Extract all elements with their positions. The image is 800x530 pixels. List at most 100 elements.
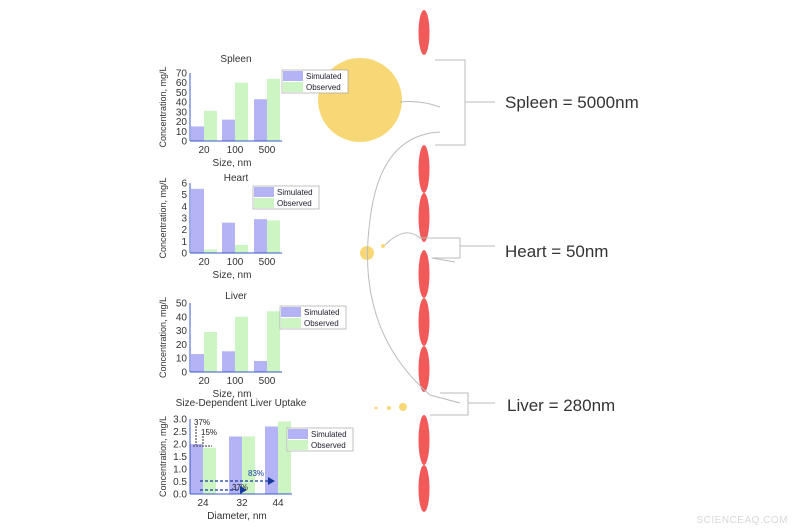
y-tick-label: 2.5 <box>173 427 187 438</box>
x-tick-label: 500 <box>259 376 276 387</box>
x-tick-label: 100 <box>227 145 244 156</box>
legend-label: Simulated <box>311 430 347 439</box>
legend-swatch <box>254 198 274 208</box>
y-tick-label: 2 <box>181 225 187 236</box>
particle-small <box>374 406 378 410</box>
annotation: 83% <box>248 469 264 478</box>
y-tick-label: 4 <box>181 202 187 213</box>
particle-small <box>399 403 407 411</box>
y-tick-label: 30 <box>176 107 188 118</box>
x-tick-label: 100 <box>227 257 244 268</box>
y-tick-label: 6 <box>181 179 187 190</box>
bar-simulated <box>191 354 204 372</box>
chart-title: Spleen <box>220 54 251 65</box>
heart-bracket <box>384 232 495 263</box>
legend-label: Observed <box>277 199 312 208</box>
bar-observed <box>267 220 280 253</box>
chart-title: Heart <box>224 173 249 184</box>
bar-simulated <box>265 426 278 494</box>
y-axis-label: Concentration, mg/L <box>158 416 168 497</box>
label-heart: Heart = 50nm <box>505 242 609 261</box>
legend-swatch <box>254 187 274 197</box>
annotation: 37% <box>194 418 210 427</box>
y-tick-label: 40 <box>176 98 188 109</box>
y-axis-label: Concentration, mg/L <box>158 66 168 147</box>
watermark: SCIENCEAQ.COM <box>696 515 788 526</box>
x-tick-label: 44 <box>272 498 284 509</box>
y-tick-label: 20 <box>176 340 188 351</box>
x-axis-label: Size, nm <box>213 270 252 281</box>
bar-observed <box>267 78 280 141</box>
y-tick-label: 20 <box>176 117 188 128</box>
legend-swatch <box>281 307 301 317</box>
legend-swatch <box>288 440 308 450</box>
bar-simulated <box>222 351 235 372</box>
bar-simulated <box>254 360 267 372</box>
y-tick-label: 60 <box>176 78 188 89</box>
chart-title: Liver <box>225 291 247 302</box>
x-tick-label: 32 <box>236 498 248 509</box>
legend-label: Observed <box>306 83 341 92</box>
y-tick-label: 50 <box>176 88 188 99</box>
bar-simulated <box>229 436 242 494</box>
x-tick-label: 500 <box>259 145 276 156</box>
bar-observed <box>203 447 216 494</box>
y-tick-label: 40 <box>176 312 188 323</box>
bar-simulated <box>191 126 204 141</box>
y-tick-label: 0 <box>181 249 187 260</box>
bar-simulated <box>190 444 203 494</box>
y-axis-label: Concentration, mg/L <box>158 297 168 378</box>
bar-simulated <box>254 219 267 253</box>
y-tick-label: 1.0 <box>173 465 187 476</box>
blood-vessel-segment <box>418 145 430 193</box>
label-liver: Liver = 280nm <box>507 396 616 415</box>
y-tick-label: 50 <box>176 299 188 310</box>
blood-vessel-segment <box>418 250 430 298</box>
annotation-arrow <box>200 480 270 491</box>
annotation: 15% <box>201 428 217 437</box>
liver-bracket <box>430 392 495 416</box>
y-tick-label: 0.5 <box>173 477 187 488</box>
y-tick-label: 0.0 <box>173 490 187 501</box>
legend-swatch <box>283 71 303 81</box>
x-tick-label: 20 <box>198 145 210 156</box>
blood-vessel-segment <box>418 193 430 242</box>
y-tick-label: 0 <box>181 368 187 379</box>
y-axis-label: Concentration, mg/L <box>158 177 168 258</box>
blood-vessel-segment <box>418 298 430 346</box>
y-tick-label: 70 <box>176 69 188 80</box>
x-axis-label: Size, nm <box>213 158 252 169</box>
x-axis-label: Size, nm <box>213 389 252 400</box>
blood-vessel-segment <box>418 10 430 55</box>
chart-title: Size-Dependent Liver Uptake <box>176 398 307 409</box>
bar-observed <box>235 316 248 372</box>
spleen-bracket <box>435 59 495 146</box>
legend-label: Observed <box>304 319 339 328</box>
x-tick-label: 20 <box>198 257 210 268</box>
bar-simulated <box>254 99 267 141</box>
annotation-arrow <box>193 426 212 447</box>
y-tick-label: 3.0 <box>173 415 187 426</box>
y-tick-label: 30 <box>176 326 188 337</box>
blood-vessel-segment <box>418 346 430 392</box>
bar-simulated <box>222 119 235 141</box>
y-tick-label: 10 <box>176 127 188 138</box>
particle-small <box>387 406 391 410</box>
bar-observed <box>235 244 248 253</box>
y-tick-label: 2.0 <box>173 440 187 451</box>
x-tick-label: 20 <box>198 376 210 387</box>
bar-simulated <box>191 188 204 253</box>
blood-vessel-segment <box>418 465 430 512</box>
x-tick-label: 24 <box>197 498 209 509</box>
particle-medium <box>360 246 374 260</box>
y-tick-label: 5 <box>181 190 187 201</box>
y-tick-label: 0 <box>181 137 187 148</box>
x-tick-label: 500 <box>259 257 276 268</box>
transport-path <box>367 101 461 404</box>
legend-label: Simulated <box>304 308 340 317</box>
legend-swatch <box>281 318 301 328</box>
y-tick-label: 3 <box>181 214 187 225</box>
bar-observed <box>204 110 217 141</box>
